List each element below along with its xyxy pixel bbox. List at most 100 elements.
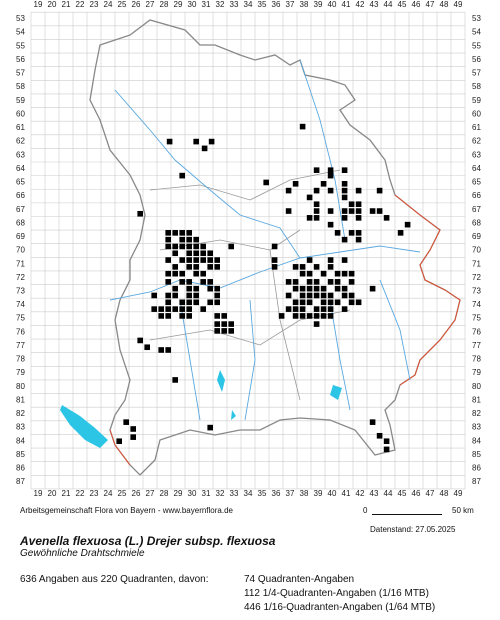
row-label: 78 <box>16 355 25 364</box>
record <box>165 347 171 353</box>
district-border <box>149 169 351 401</box>
row-label: 60 <box>16 109 25 118</box>
record <box>186 306 192 312</box>
row-label: 60 <box>472 109 481 118</box>
record <box>341 285 348 292</box>
record <box>292 306 299 312</box>
record <box>165 230 171 236</box>
row-label: 78 <box>472 355 481 364</box>
column-label: 26 <box>132 489 141 498</box>
record <box>165 279 171 285</box>
record <box>130 426 136 432</box>
row-label: 62 <box>16 137 25 146</box>
record <box>313 279 320 285</box>
row-label: 54 <box>472 28 481 37</box>
record <box>313 167 320 173</box>
record <box>341 270 348 277</box>
record <box>292 279 299 285</box>
record <box>200 243 206 250</box>
record <box>207 250 213 257</box>
row-label: 82 <box>16 409 25 418</box>
column-label: 25 <box>118 489 127 498</box>
row-label: 81 <box>16 395 25 404</box>
row-label: 69 <box>472 232 481 241</box>
record <box>200 306 206 312</box>
column-label: 32 <box>216 489 225 498</box>
record <box>207 257 213 263</box>
column-label: 21 <box>62 489 71 498</box>
record <box>383 215 390 221</box>
column-label: 20 <box>48 0 57 9</box>
column-label: 43 <box>370 0 379 9</box>
column-label: 19 <box>34 489 43 498</box>
column-label: 40 <box>328 0 337 9</box>
river <box>109 59 421 421</box>
record <box>179 230 185 236</box>
record <box>348 270 355 277</box>
column-label: 21 <box>62 0 71 9</box>
record <box>341 187 348 194</box>
record <box>320 306 327 312</box>
record <box>186 264 192 270</box>
column-label: 44 <box>384 0 393 9</box>
column-label: 38 <box>300 489 309 498</box>
row-label: 70 <box>472 246 481 255</box>
count: 446 1/16-Quadranten-Angaben (1/64 MTB) <box>244 602 436 613</box>
record <box>165 292 171 299</box>
column-label: 25 <box>118 0 127 9</box>
record <box>165 243 171 250</box>
record <box>186 285 192 292</box>
record <box>263 179 269 186</box>
record <box>221 328 227 334</box>
row-label: 57 <box>16 69 25 78</box>
record <box>327 292 334 299</box>
column-label: 34 <box>244 0 253 9</box>
column-label: 47 <box>426 489 435 498</box>
record <box>228 243 234 250</box>
record <box>186 299 192 306</box>
record <box>306 292 313 299</box>
record <box>151 292 157 299</box>
scale-bar <box>372 514 442 515</box>
record <box>369 208 376 214</box>
record <box>271 257 278 263</box>
row-label: 71 <box>472 259 481 268</box>
record <box>271 243 278 250</box>
record <box>193 236 199 243</box>
column-label: 35 <box>258 0 267 9</box>
column-label: 33 <box>230 489 239 498</box>
row-label: 85 <box>16 450 25 459</box>
column-label: 30 <box>188 0 197 9</box>
record <box>200 270 206 277</box>
record <box>383 438 390 445</box>
record <box>306 257 313 263</box>
row-label: 57 <box>472 69 481 78</box>
row-label: 83 <box>16 423 25 432</box>
record <box>327 187 334 194</box>
row-label: 84 <box>16 436 25 445</box>
row-label: 80 <box>472 382 481 391</box>
record <box>320 181 327 187</box>
record <box>165 236 171 243</box>
record <box>334 270 341 277</box>
record <box>327 221 334 228</box>
row-label: 53 <box>16 14 25 23</box>
record <box>137 210 143 217</box>
record <box>292 181 299 187</box>
row-label: 63 <box>472 150 481 159</box>
record <box>355 215 362 221</box>
record <box>341 292 348 299</box>
record <box>193 285 199 292</box>
column-label: 33 <box>230 0 239 9</box>
record <box>285 292 292 299</box>
row-label: 72 <box>16 273 25 282</box>
species-subtitle: Gewöhnliche Drahtschmiele <box>20 548 145 559</box>
record <box>327 279 334 285</box>
record <box>355 299 362 306</box>
column-label: 45 <box>398 489 407 498</box>
record <box>179 257 185 263</box>
row-label: 72 <box>472 273 481 282</box>
record <box>348 201 355 208</box>
column-label: 27 <box>146 489 155 498</box>
record <box>116 438 122 445</box>
